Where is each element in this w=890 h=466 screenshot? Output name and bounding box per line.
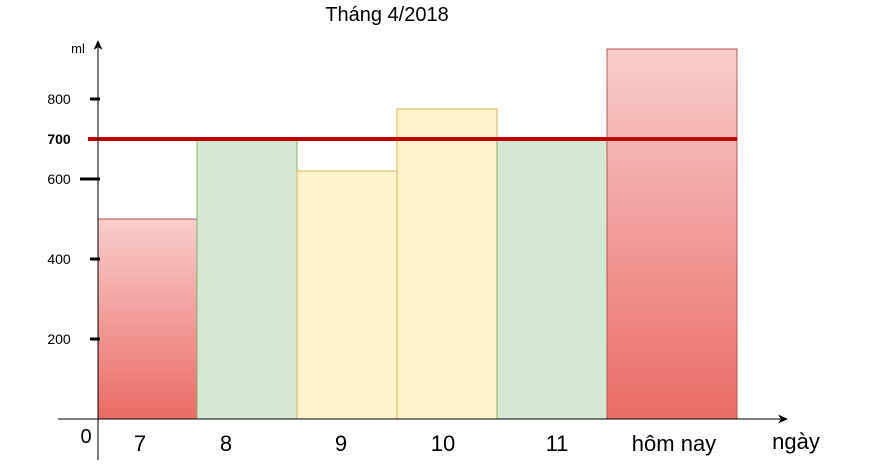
bar-7 — [97, 218, 198, 420]
bar-9 — [296, 170, 398, 420]
bar-hôm-nay — [606, 48, 738, 420]
x-tick-label-9: 9 — [335, 431, 347, 456]
y-axis-unit: ml — [71, 41, 85, 56]
y-axis-arrow — [93, 40, 103, 50]
y-tick-label-800: 800 — [47, 91, 71, 107]
x-tick-label-11: 11 — [546, 431, 569, 456]
bar-11 — [496, 138, 608, 420]
x-axis-label: ngày — [772, 429, 820, 454]
y-tick-label-200: 200 — [47, 331, 71, 347]
origin-label: 0 — [80, 426, 91, 448]
chart-title: Tháng 4/2018 — [325, 4, 448, 26]
axes-layer — [58, 40, 788, 460]
bar-8 — [196, 138, 298, 420]
bar-10 — [396, 108, 498, 420]
x-tick-label-8: 8 — [220, 431, 232, 456]
labels-layer: Tháng 4/2018 ml ngày 0 200 400 600 700 800 7 8… — [47, 4, 820, 456]
y-tick-label-700: 700 — [47, 131, 71, 147]
y-tick-label-600: 600 — [47, 171, 71, 187]
x-tick-label-hôm-nay: hôm nay — [632, 431, 716, 456]
x-tick-label-7: 7 — [134, 431, 146, 456]
x-axis-arrow — [778, 414, 788, 424]
bars-layer — [97, 48, 738, 420]
x-tick-label-10: 10 — [431, 431, 455, 456]
y-tick-label-400: 400 — [47, 251, 71, 267]
